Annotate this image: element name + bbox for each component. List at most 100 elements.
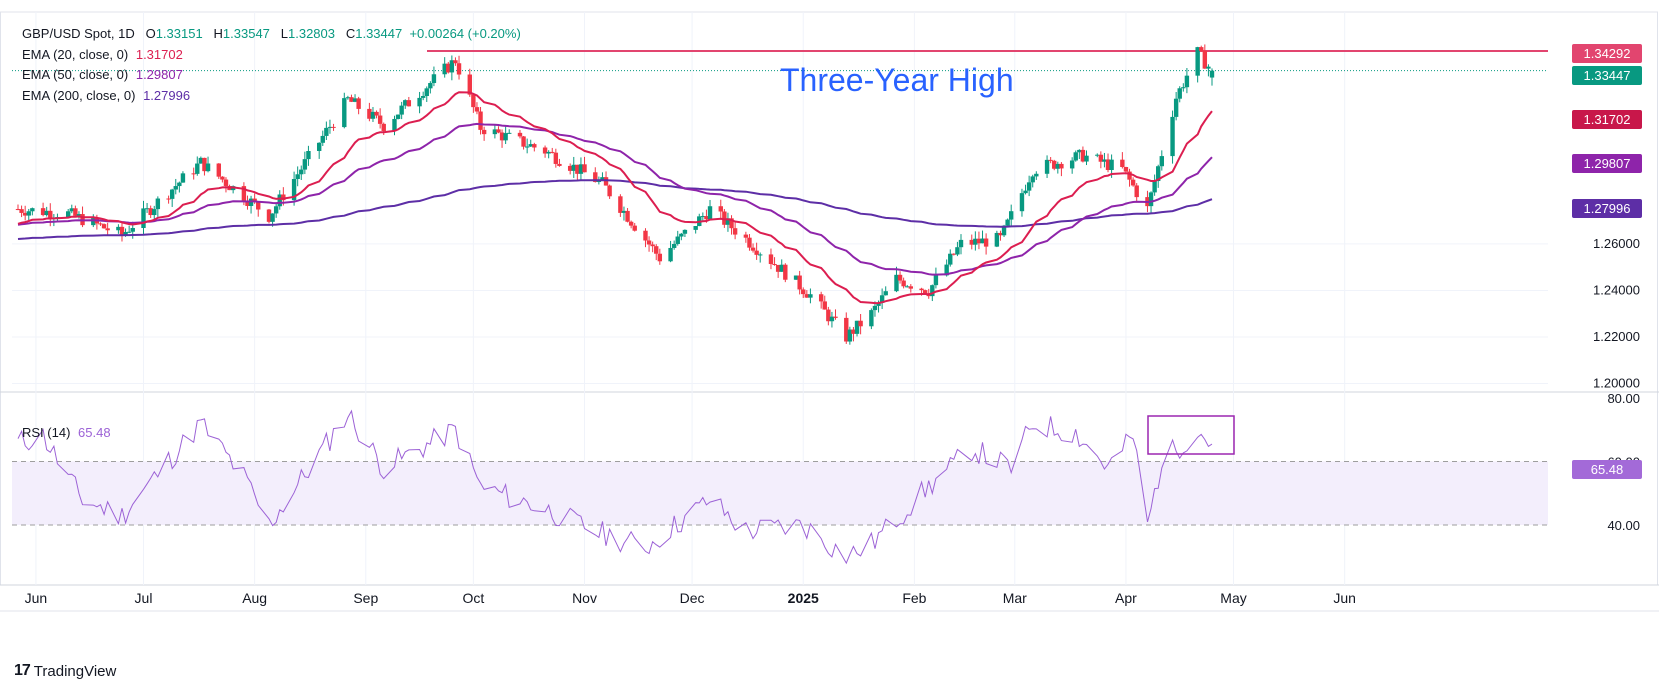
candle-body bbox=[406, 100, 412, 107]
candle-body bbox=[607, 185, 612, 197]
candle-body bbox=[48, 210, 53, 219]
candle-body bbox=[295, 174, 300, 180]
candle-body bbox=[804, 294, 810, 298]
candle-body bbox=[381, 123, 386, 132]
candle-body bbox=[1102, 159, 1107, 162]
candle-body bbox=[729, 218, 734, 229]
candle-body bbox=[818, 294, 824, 302]
brand-name: TradingView bbox=[33, 662, 117, 680]
candle-body bbox=[1077, 149, 1082, 153]
candle-body bbox=[650, 244, 655, 247]
candle-body bbox=[783, 264, 788, 280]
candle-body bbox=[467, 74, 472, 95]
candle-body bbox=[955, 247, 960, 255]
close-value: 1.33447 bbox=[355, 26, 403, 41]
candle-body bbox=[994, 232, 1000, 247]
candle-body bbox=[553, 152, 559, 164]
candle-body bbox=[399, 105, 404, 115]
candle-body bbox=[245, 201, 250, 206]
candle-body bbox=[26, 211, 31, 216]
candle-body bbox=[474, 107, 480, 112]
candle-body bbox=[625, 210, 630, 222]
candle-body bbox=[1069, 160, 1075, 169]
time-tick-label: Jul bbox=[135, 590, 153, 606]
candle-body bbox=[395, 114, 401, 119]
candle-body bbox=[331, 126, 336, 128]
candle-body bbox=[442, 63, 447, 75]
candle-body bbox=[897, 274, 903, 281]
candle-body bbox=[1184, 75, 1190, 88]
time-tick-label: Apr bbox=[1115, 590, 1137, 606]
candle-body bbox=[327, 126, 333, 128]
ema200-price-tag: 1.27996 bbox=[1572, 199, 1642, 218]
rsi-legend[interactable]: RSI (14) 65.48 bbox=[22, 425, 111, 440]
candle-body bbox=[492, 129, 498, 135]
candle-body bbox=[542, 147, 548, 154]
candle-body bbox=[1127, 171, 1132, 180]
candle-body bbox=[449, 60, 455, 73]
candle-body bbox=[1009, 211, 1014, 220]
candle-body bbox=[1048, 159, 1053, 161]
candle-body bbox=[844, 317, 849, 342]
candle-body bbox=[1052, 160, 1057, 169]
candle-body bbox=[424, 88, 429, 97]
candle-body bbox=[808, 294, 813, 298]
candle-body bbox=[1105, 159, 1111, 171]
candle-body bbox=[969, 239, 974, 245]
candle-body bbox=[1030, 176, 1035, 183]
candle-body bbox=[704, 216, 709, 220]
candle-body bbox=[725, 218, 731, 225]
candle-body bbox=[65, 211, 71, 218]
candle-body bbox=[1098, 154, 1104, 162]
candle-body bbox=[930, 285, 935, 297]
candle-body bbox=[521, 136, 526, 147]
candle-body bbox=[758, 254, 763, 256]
candle-body bbox=[256, 201, 261, 210]
candle-body bbox=[377, 115, 383, 124]
candle-body bbox=[768, 254, 774, 265]
candle-body bbox=[180, 173, 186, 183]
candle-body bbox=[30, 208, 35, 212]
candle-body bbox=[105, 228, 110, 231]
candle-body bbox=[1120, 159, 1125, 168]
rsi-highlight-box bbox=[1147, 415, 1235, 455]
ema200-legend[interactable]: EMA (200, close, 0) 1.27996 bbox=[22, 88, 190, 103]
open-value: 1.33151 bbox=[155, 26, 203, 41]
candle-body bbox=[356, 98, 361, 109]
ema20-legend[interactable]: EMA (20, close, 0) 1.31702 bbox=[22, 47, 183, 62]
candle-body bbox=[1044, 159, 1050, 174]
axis-labels: 1.20000 1.22000 1.24000 1.26000 Jun Jul Aug Sep… bbox=[25, 236, 1640, 606]
time-tick-label: May bbox=[1220, 590, 1246, 606]
candle-body bbox=[919, 288, 924, 291]
candle-body bbox=[675, 236, 680, 244]
candle-body bbox=[944, 264, 949, 276]
ema50-legend[interactable]: EMA (50, close, 0) 1.29807 bbox=[22, 67, 183, 82]
open-label: O bbox=[145, 26, 156, 41]
candle-body bbox=[847, 329, 853, 342]
candle-body bbox=[858, 320, 863, 327]
candle-body bbox=[671, 243, 677, 248]
candle-body bbox=[851, 329, 856, 334]
candle-body bbox=[499, 132, 505, 141]
candle-body bbox=[352, 98, 358, 102]
candle-body bbox=[1159, 156, 1165, 167]
candle-body bbox=[693, 226, 698, 230]
candle-body bbox=[998, 232, 1003, 236]
ema50-label: EMA (50, close, 0) bbox=[22, 67, 129, 82]
price-tick-label: 1.20000 bbox=[1593, 376, 1640, 391]
candle-body bbox=[169, 189, 175, 199]
tradingview-logo[interactable]: 17 TradingView bbox=[14, 662, 116, 680]
candle-body bbox=[15, 209, 21, 211]
candle-body bbox=[567, 165, 573, 171]
candle-body bbox=[216, 163, 221, 177]
time-tick-label: 2025 bbox=[788, 590, 819, 606]
ema200-label: EMA (200, close, 0) bbox=[22, 88, 136, 103]
candle-body bbox=[431, 74, 437, 84]
candle-body bbox=[392, 118, 397, 132]
low-label: L bbox=[280, 26, 288, 41]
time-tick-label: Feb bbox=[902, 590, 926, 606]
candle-body bbox=[654, 246, 659, 254]
candle-body bbox=[1206, 66, 1211, 69]
candle-body bbox=[166, 198, 171, 200]
